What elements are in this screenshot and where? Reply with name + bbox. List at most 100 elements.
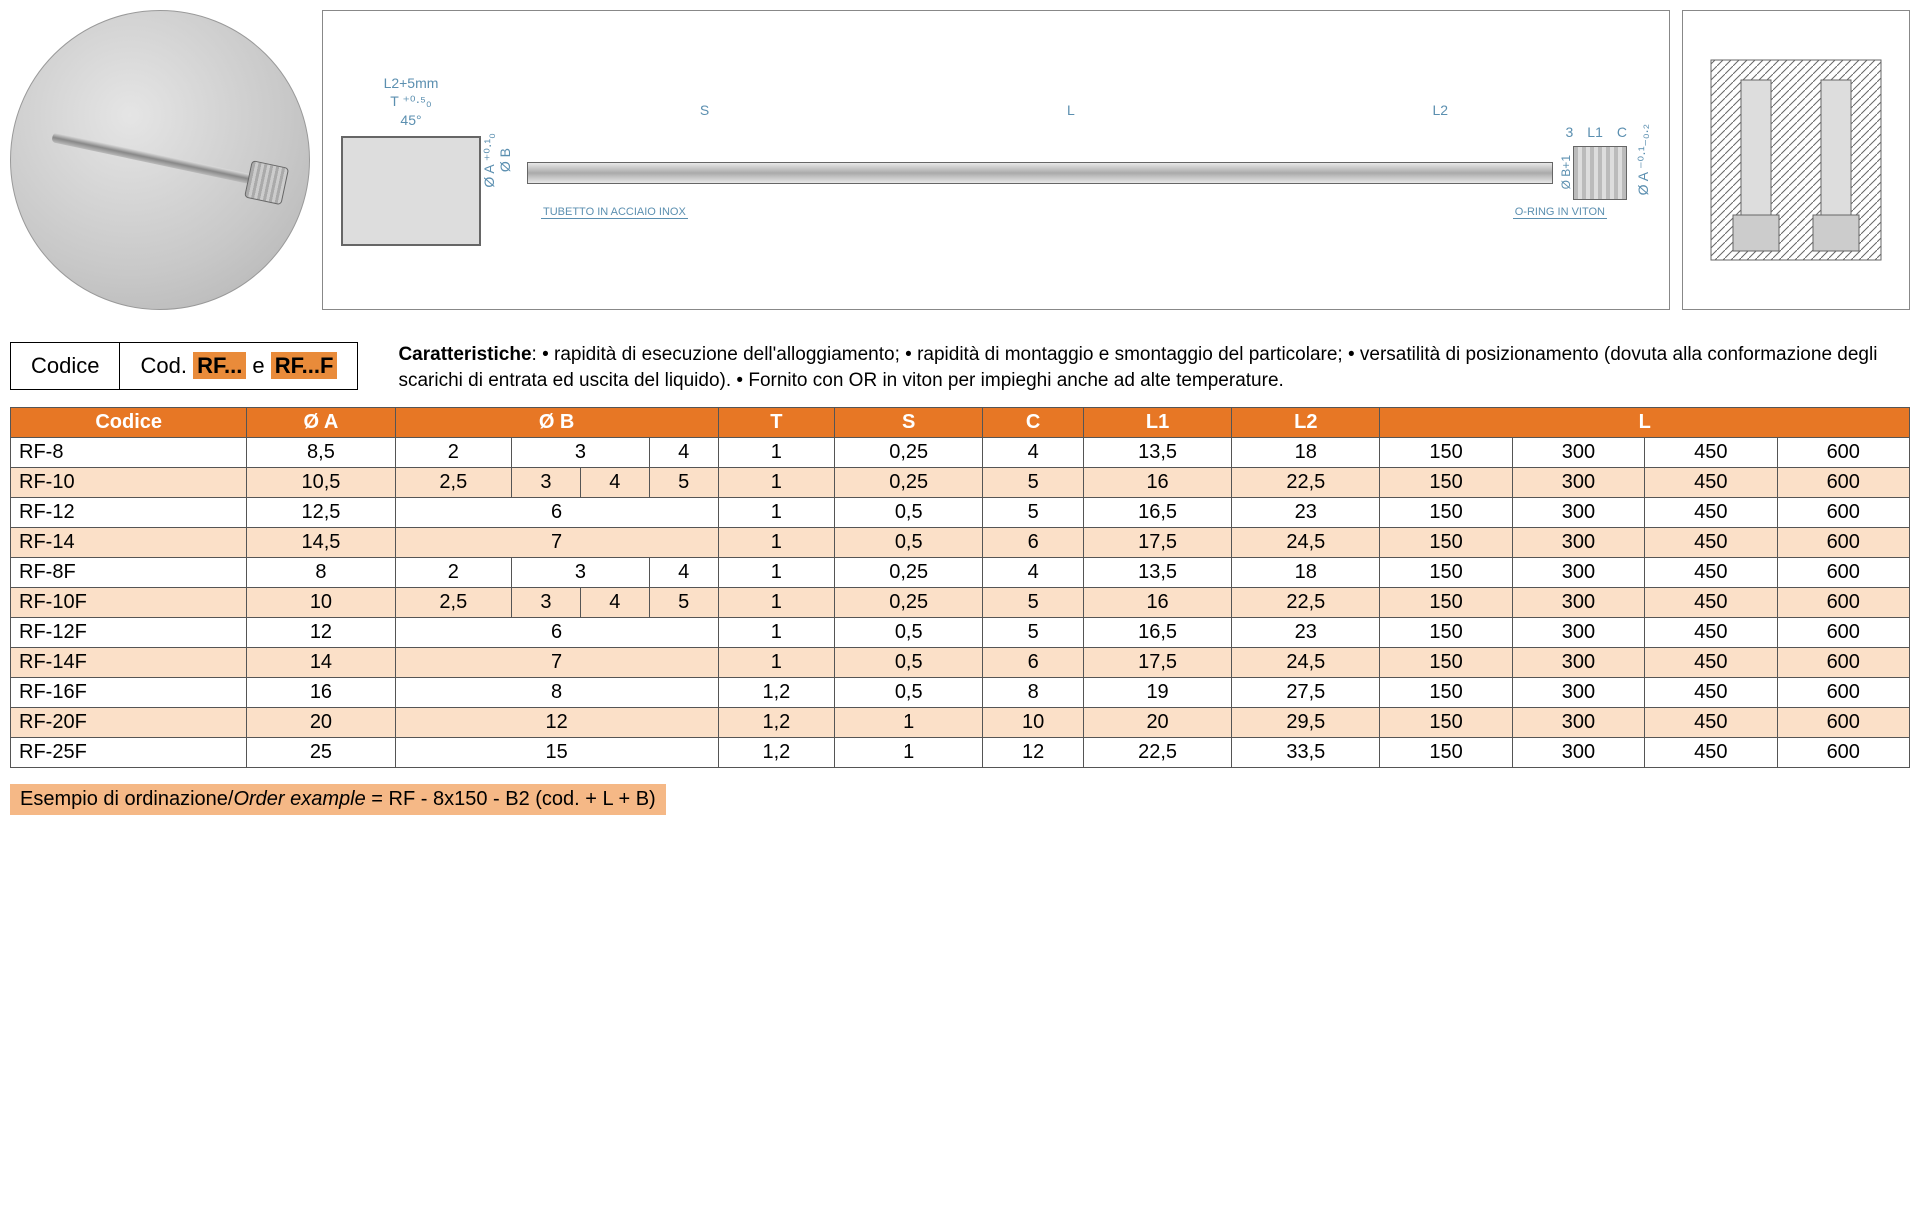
cell-l: 600 bbox=[1777, 438, 1910, 468]
cell-l: 600 bbox=[1777, 558, 1910, 588]
codice-box: Codice Cod. RF... e RF...F bbox=[10, 342, 358, 390]
product-image-circle bbox=[10, 10, 310, 310]
dim-l: L bbox=[1067, 102, 1075, 118]
table-row: RF-10F102,534510,2551622,5150300450600 bbox=[11, 588, 1910, 618]
cell-l2: 24,5 bbox=[1232, 528, 1380, 558]
cell-t: 1,2 bbox=[718, 738, 834, 768]
dim-l2-top: L2 bbox=[1433, 102, 1449, 118]
cell-l1: 22,5 bbox=[1083, 738, 1231, 768]
cell-l: 150 bbox=[1380, 438, 1512, 468]
label-oring: O-RING IN VITON bbox=[1513, 206, 1607, 219]
table-row: RF-20F20121,21102029,5150300450600 bbox=[11, 708, 1910, 738]
cell-c: 5 bbox=[983, 588, 1084, 618]
cell-t: 1 bbox=[718, 558, 834, 588]
table-row: RF-14F14710,5617,524,5150300450600 bbox=[11, 648, 1910, 678]
cell-s: 0,25 bbox=[835, 558, 983, 588]
cell-l: 450 bbox=[1645, 528, 1777, 558]
section-hatching-icon bbox=[1701, 50, 1891, 270]
cell-l: 600 bbox=[1777, 618, 1910, 648]
cell-l2: 23 bbox=[1232, 618, 1380, 648]
schematic-head bbox=[1573, 146, 1627, 200]
cell-l: 300 bbox=[1512, 528, 1644, 558]
cell-l: 600 bbox=[1777, 468, 1910, 498]
cell-a: 10 bbox=[247, 588, 395, 618]
cell-code: RF-12F bbox=[11, 618, 247, 648]
code-highlight-1: RF... bbox=[193, 352, 246, 379]
cell-l: 150 bbox=[1380, 708, 1512, 738]
cell-l: 600 bbox=[1777, 588, 1910, 618]
cell-t: 1 bbox=[718, 648, 834, 678]
th-a: Ø A bbox=[247, 408, 395, 438]
cell-b: 5 bbox=[649, 468, 718, 498]
cell-b: 6 bbox=[395, 498, 718, 528]
th-l: L bbox=[1380, 408, 1910, 438]
cell-l: 150 bbox=[1380, 558, 1512, 588]
cell-c: 5 bbox=[983, 618, 1084, 648]
dim-diam-a-tol1: Ø A ⁺⁰·¹₀ bbox=[481, 133, 497, 188]
cell-l: 450 bbox=[1645, 648, 1777, 678]
cell-l: 450 bbox=[1645, 498, 1777, 528]
top-row: L2+5mm T ⁺⁰·⁵₀ 45° Ø A ⁺⁰·¹₀ Ø B S L L2 … bbox=[10, 10, 1910, 310]
cell-l: 300 bbox=[1512, 558, 1644, 588]
cell-l: 450 bbox=[1645, 738, 1777, 768]
cell-l: 450 bbox=[1645, 558, 1777, 588]
cell-b: 2 bbox=[395, 438, 511, 468]
cell-code: RF-14 bbox=[11, 528, 247, 558]
cell-c: 10 bbox=[983, 708, 1084, 738]
cell-l: 150 bbox=[1380, 588, 1512, 618]
cell-l: 150 bbox=[1380, 528, 1512, 558]
cell-l2: 18 bbox=[1232, 558, 1380, 588]
cell-s: 0,25 bbox=[835, 588, 983, 618]
cell-code: RF-16F bbox=[11, 678, 247, 708]
cell-b: 6 bbox=[395, 618, 718, 648]
cell-l1: 16 bbox=[1083, 468, 1231, 498]
cell-b: 15 bbox=[395, 738, 718, 768]
cell-l1: 17,5 bbox=[1083, 648, 1231, 678]
cell-s: 0,5 bbox=[835, 678, 983, 708]
codice-label: Codice bbox=[11, 343, 120, 389]
cell-t: 1,2 bbox=[718, 708, 834, 738]
cell-l2: 33,5 bbox=[1232, 738, 1380, 768]
cell-b: 2 bbox=[395, 558, 511, 588]
cell-t: 1 bbox=[718, 588, 834, 618]
cell-l1: 16 bbox=[1083, 588, 1231, 618]
dim-diam-b: Ø B bbox=[497, 148, 513, 172]
cell-s: 1 bbox=[835, 738, 983, 768]
cell-s: 0,5 bbox=[835, 528, 983, 558]
th-l1: L1 bbox=[1083, 408, 1231, 438]
table-row: RF-12F12610,5516,523150300450600 bbox=[11, 618, 1910, 648]
cell-l: 450 bbox=[1645, 468, 1777, 498]
cell-t: 1 bbox=[718, 438, 834, 468]
cell-b: 2,5 bbox=[395, 588, 511, 618]
cell-b: 3 bbox=[512, 438, 650, 468]
cell-t: 1 bbox=[718, 528, 834, 558]
cell-l2: 23 bbox=[1232, 498, 1380, 528]
cell-t: 1,2 bbox=[718, 678, 834, 708]
codice-and-characteristics: Codice Cod. RF... e RF...F Caratteristic… bbox=[10, 342, 1910, 393]
cell-l2: 22,5 bbox=[1232, 468, 1380, 498]
cell-b: 3 bbox=[512, 468, 581, 498]
cell-l: 300 bbox=[1512, 648, 1644, 678]
cell-l1: 20 bbox=[1083, 708, 1231, 738]
cell-l2: 29,5 bbox=[1232, 708, 1380, 738]
cell-s: 1 bbox=[835, 708, 983, 738]
table-row: RF-16F1681,20,581927,5150300450600 bbox=[11, 678, 1910, 708]
dim-angle: 45° bbox=[400, 112, 421, 128]
cell-l2: 18 bbox=[1232, 438, 1380, 468]
cell-c: 4 bbox=[983, 438, 1084, 468]
cell-b: 4 bbox=[580, 588, 649, 618]
dim-l1: L1 bbox=[1587, 124, 1603, 140]
cell-l: 300 bbox=[1512, 618, 1644, 648]
th-codice: Codice bbox=[11, 408, 247, 438]
table-row: RF-1212,5610,5516,523150300450600 bbox=[11, 498, 1910, 528]
cell-l: 300 bbox=[1512, 738, 1644, 768]
cell-l: 600 bbox=[1777, 678, 1910, 708]
table-row: RF-88,523410,25413,518150300450600 bbox=[11, 438, 1910, 468]
cell-l: 150 bbox=[1380, 738, 1512, 768]
cell-c: 4 bbox=[983, 558, 1084, 588]
cell-l: 300 bbox=[1512, 498, 1644, 528]
cell-a: 20 bbox=[247, 708, 395, 738]
cell-code: RF-10 bbox=[11, 468, 247, 498]
cell-l: 600 bbox=[1777, 528, 1910, 558]
th-l2: L2 bbox=[1232, 408, 1380, 438]
